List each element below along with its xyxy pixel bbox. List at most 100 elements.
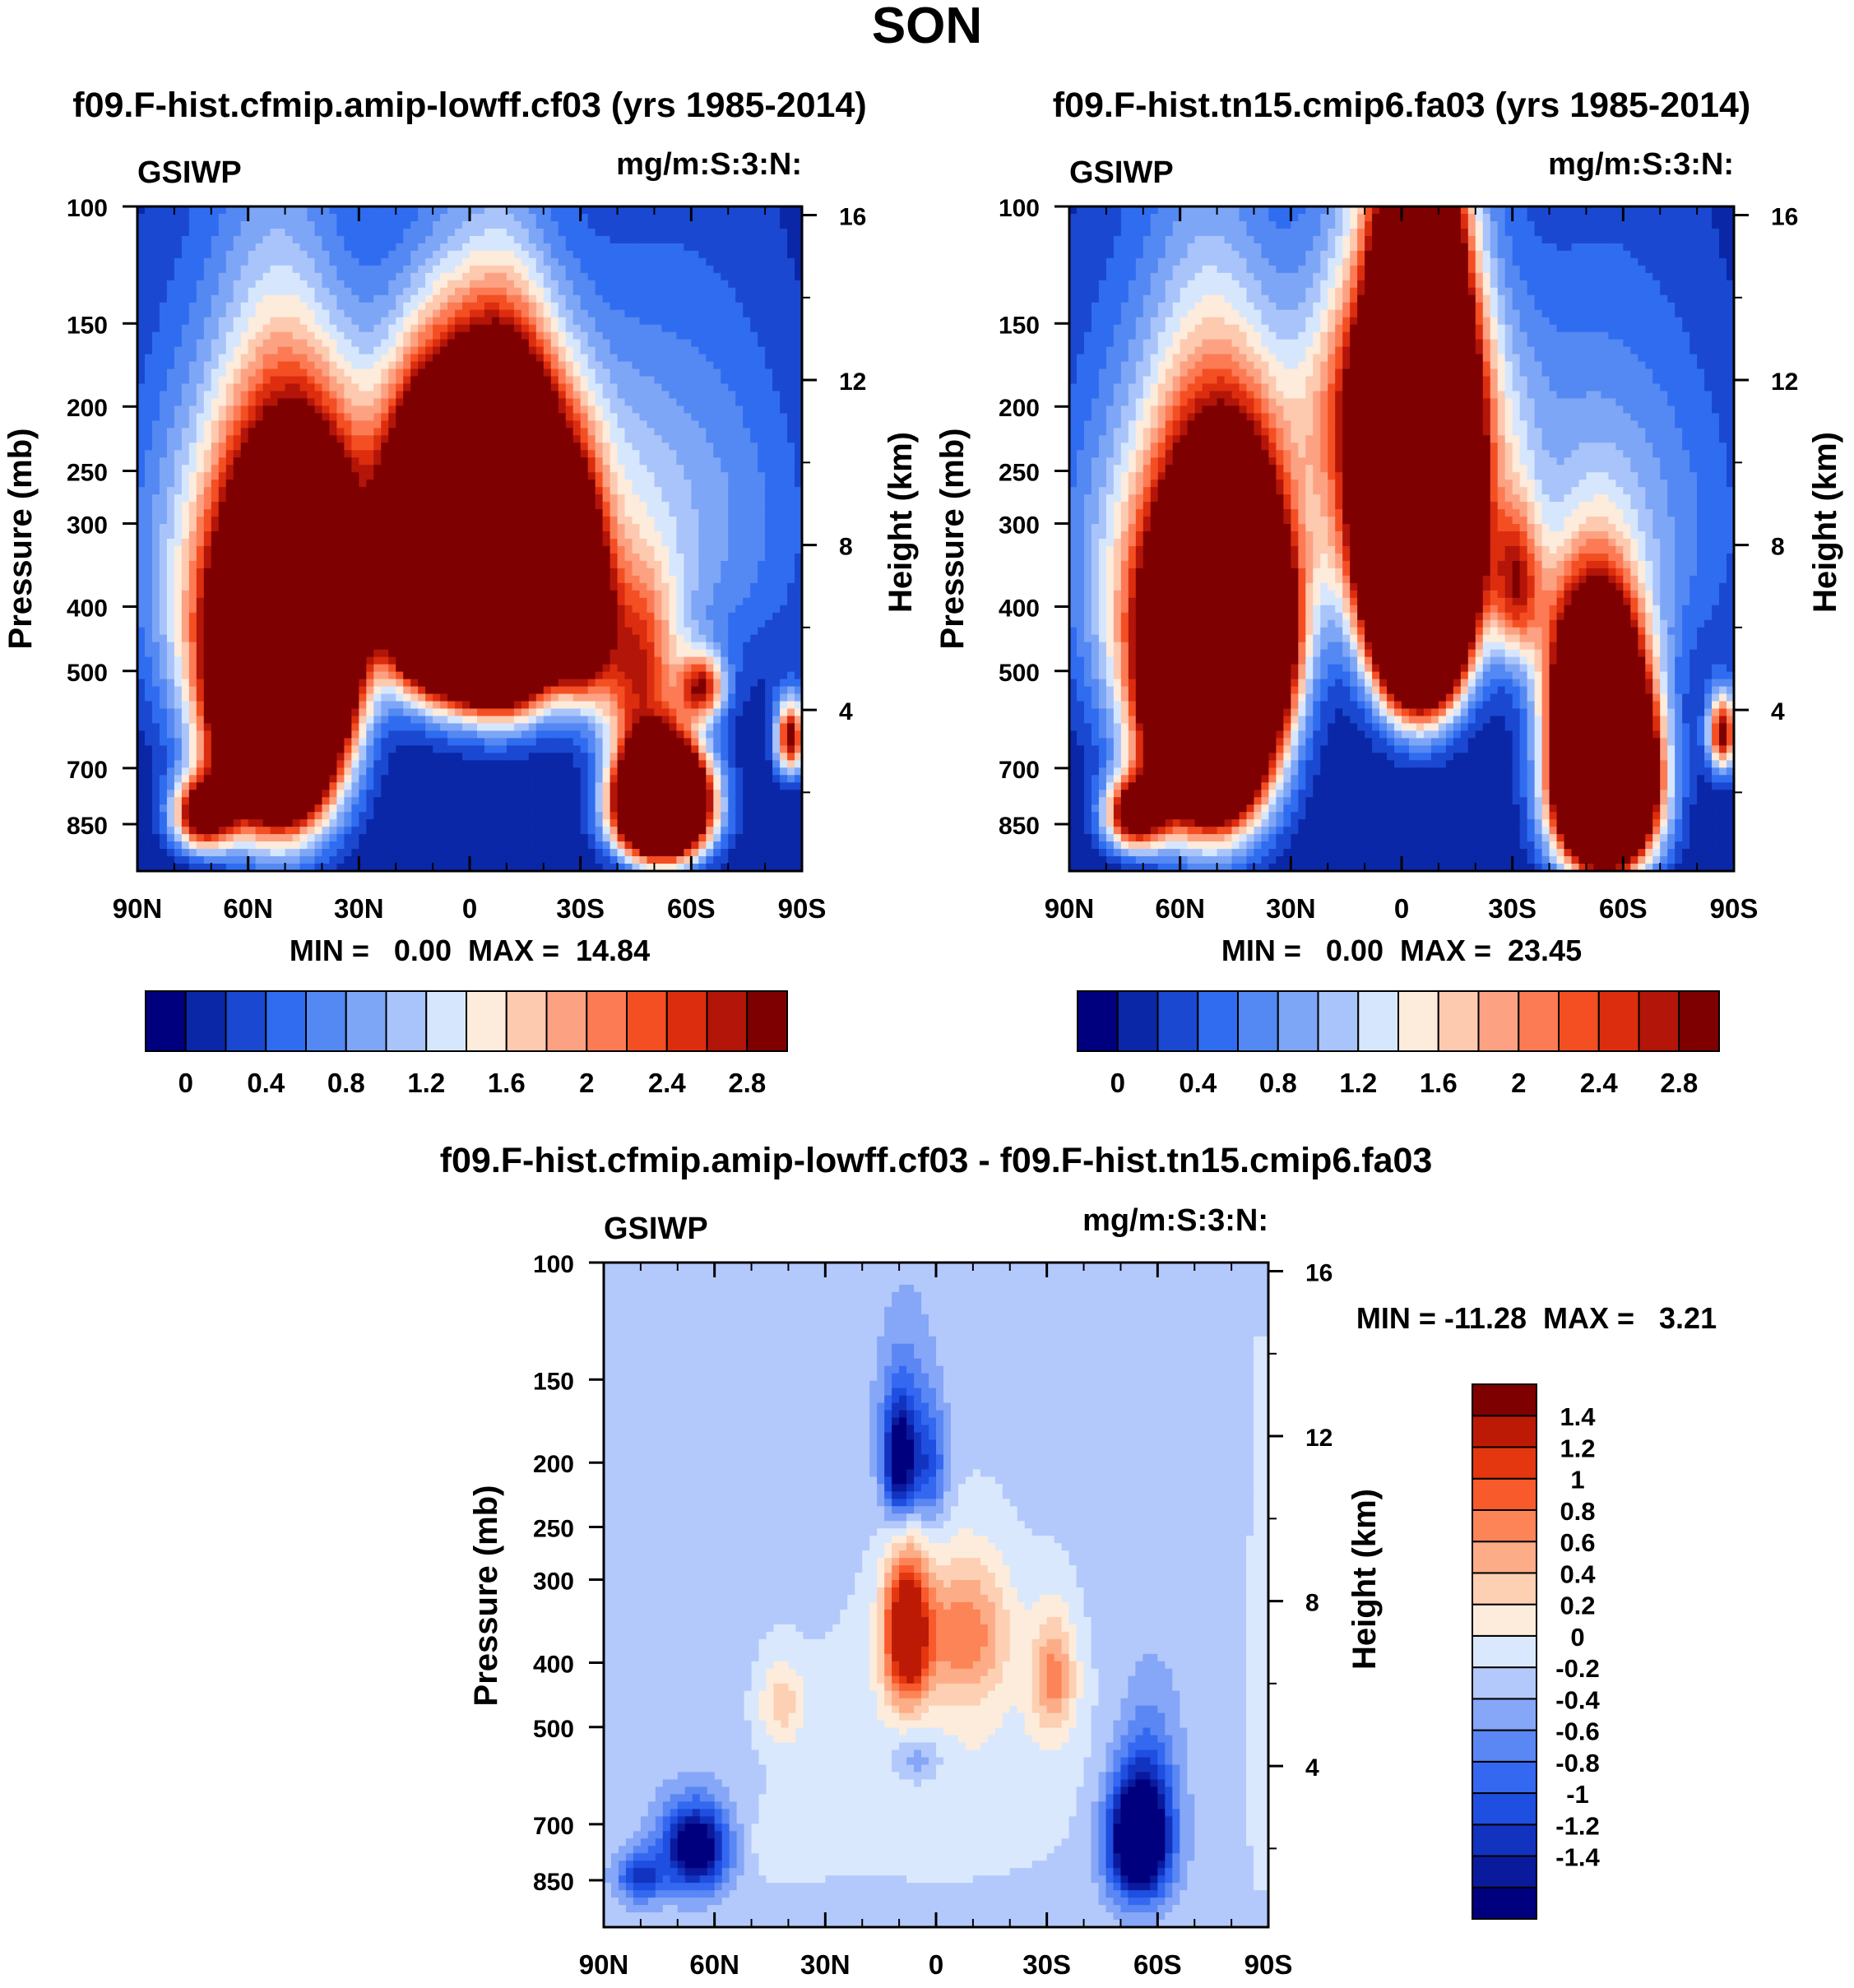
field-cell xyxy=(137,405,146,414)
field-cell xyxy=(240,590,249,599)
field-cell xyxy=(795,428,802,436)
field-cell xyxy=(196,487,205,495)
field-cell xyxy=(425,531,433,540)
field-cell xyxy=(336,398,345,406)
field-cell xyxy=(233,391,242,400)
field-cell xyxy=(765,413,773,421)
field-cell xyxy=(314,317,323,326)
field-cell xyxy=(476,472,485,480)
field-cell xyxy=(476,294,485,304)
field-cell xyxy=(277,280,286,289)
field-cell xyxy=(624,272,633,281)
field-cell xyxy=(498,339,508,348)
field-cell xyxy=(728,383,736,392)
field-cell xyxy=(698,457,707,466)
field-cell xyxy=(535,590,545,599)
field-cell xyxy=(476,531,485,540)
field-cell xyxy=(233,302,242,311)
field-cell xyxy=(743,539,751,547)
field-cell xyxy=(285,228,294,237)
field-cell xyxy=(691,405,699,414)
field-cell xyxy=(528,354,537,363)
field-cell xyxy=(159,331,168,341)
field-cell xyxy=(299,524,308,532)
field-cell xyxy=(270,465,279,473)
field-cell xyxy=(676,597,684,606)
field-cell xyxy=(240,450,249,458)
field-cell xyxy=(661,494,670,503)
field-cell xyxy=(277,509,286,517)
field-cell xyxy=(447,250,456,259)
field-cell xyxy=(676,213,684,222)
field-cell xyxy=(706,361,714,370)
field-cell xyxy=(433,575,441,584)
field-cell xyxy=(728,257,736,266)
field-cell xyxy=(181,383,190,392)
field-cell xyxy=(359,302,367,311)
field-cell xyxy=(602,502,611,510)
field-cell xyxy=(403,545,411,554)
field-cell xyxy=(639,391,648,400)
field-cell xyxy=(572,450,582,458)
field-cell xyxy=(476,590,485,599)
field-cell xyxy=(455,517,463,525)
field-cell xyxy=(795,206,802,215)
field-cell xyxy=(476,391,485,400)
field-cell xyxy=(403,472,411,480)
field-cell xyxy=(691,509,699,517)
field-cell xyxy=(624,575,633,584)
field-cell xyxy=(410,582,419,591)
field-cell xyxy=(669,354,677,363)
field-cell xyxy=(780,420,788,429)
field-cell xyxy=(462,309,470,318)
field-cell xyxy=(381,487,389,495)
field-cell xyxy=(373,391,382,400)
field-cell xyxy=(572,575,582,584)
field-cell xyxy=(410,545,419,554)
field-cell xyxy=(262,354,271,363)
field-cell xyxy=(203,413,212,421)
field-cell xyxy=(174,480,183,488)
field-cell xyxy=(181,450,190,458)
field-cell xyxy=(225,206,234,215)
field-cell xyxy=(743,450,751,458)
field-cell xyxy=(521,398,530,406)
field-cell xyxy=(225,420,234,429)
field-cell xyxy=(218,553,227,562)
field-cell xyxy=(137,539,146,547)
field-cell xyxy=(240,597,249,606)
field-cell xyxy=(632,213,641,222)
field-cell xyxy=(248,324,257,333)
field-cell xyxy=(137,383,146,392)
field-cell xyxy=(418,265,426,274)
field-cell xyxy=(233,354,242,363)
field-cell xyxy=(513,443,522,451)
field-cell xyxy=(772,420,781,429)
field-cell xyxy=(314,250,323,259)
field-cell xyxy=(572,428,582,436)
field-cell xyxy=(166,331,175,341)
field-cell xyxy=(721,568,729,577)
field-cell xyxy=(780,517,788,525)
field-cell xyxy=(233,339,242,348)
field-cell xyxy=(595,228,604,237)
field-cell xyxy=(528,443,537,451)
field-cell xyxy=(277,472,286,480)
field-cell xyxy=(639,435,648,443)
field-cell xyxy=(743,531,751,540)
field-cell xyxy=(396,339,404,348)
field-cell xyxy=(455,553,463,562)
field-cell xyxy=(661,220,670,229)
field-cell xyxy=(721,545,729,554)
field-cell xyxy=(676,487,684,495)
field-cell xyxy=(535,368,545,378)
field-cell xyxy=(151,545,160,554)
field-cell xyxy=(159,265,168,274)
field-cell xyxy=(211,243,220,252)
field-cell xyxy=(440,502,448,510)
field-cell xyxy=(470,287,478,296)
field-cell xyxy=(425,309,433,318)
field-cell xyxy=(270,480,279,488)
field-cell xyxy=(137,531,146,540)
field-cell xyxy=(270,272,279,281)
